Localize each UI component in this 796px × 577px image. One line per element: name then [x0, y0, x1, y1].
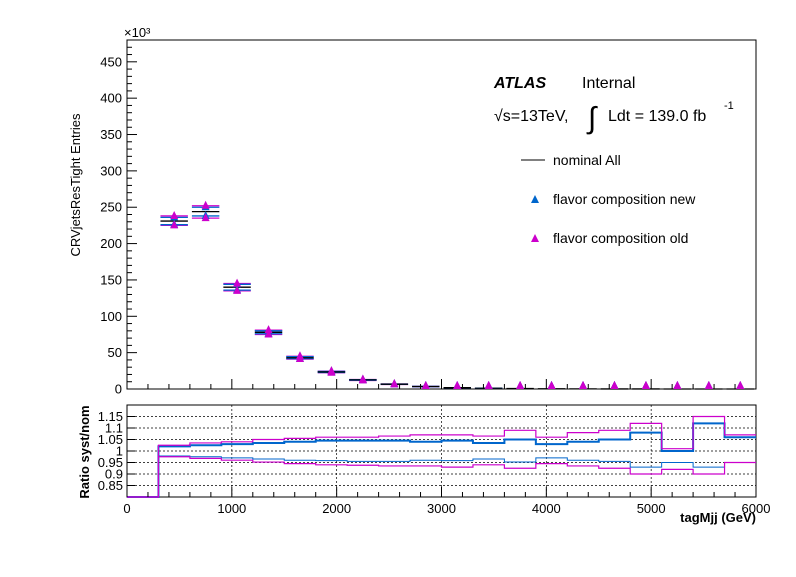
- ratio-x-tick-label: 1000: [217, 501, 246, 516]
- ratio-y-tick-label: 0.9: [105, 467, 123, 482]
- flavor-old-point: [358, 375, 367, 384]
- flavor-old-point: [233, 285, 242, 294]
- ratio-x-tick-label: 3000: [427, 501, 456, 516]
- ratio-step-line: [127, 415, 756, 498]
- flavor-old-point: [201, 200, 210, 209]
- ratio-step-line: [127, 456, 756, 498]
- energy-label: √s=13TeV,: [494, 108, 568, 125]
- main-y-axis-label: CRVjetsResTight Entries: [68, 113, 83, 257]
- main-y-tick-label: 200: [100, 236, 122, 251]
- ratio-y-tick-label: 1: [116, 444, 123, 459]
- ratio-x-tick-label: 4000: [532, 501, 561, 516]
- main-y-tick-label: 300: [100, 163, 122, 178]
- atlas-experiment-label: ATLAS: [493, 75, 546, 92]
- ratio-x-tick-label: 0: [123, 501, 130, 516]
- legend-label-flavor-new: flavor composition new: [553, 191, 696, 207]
- main-y-tick-label: 100: [100, 309, 122, 324]
- legend-label-nominal: nominal All: [553, 152, 621, 168]
- flavor-old-point: [170, 210, 179, 219]
- flavor-old-point: [641, 381, 650, 389]
- atlas-status-label: Internal: [582, 75, 635, 92]
- flavor-old-point: [484, 381, 493, 389]
- flavor-old-point: [421, 381, 430, 389]
- ratio-x-tick-label: 2000: [322, 501, 351, 516]
- flavor-old-point: [516, 381, 525, 389]
- ratio-plot-marks: [127, 405, 756, 498]
- flavor-old-point: [453, 381, 462, 389]
- ratio-y-tick-label: 0.85: [98, 478, 123, 493]
- legend-marker-flavor-new: [531, 195, 539, 203]
- main-y-tick-label: 150: [100, 272, 122, 287]
- flavor-old-point: [295, 354, 304, 363]
- flavor-old-point: [547, 381, 556, 389]
- legend: nominal All flavor composition new flavo…: [521, 152, 696, 246]
- flavor-old-point: [233, 278, 242, 287]
- integral-symbol: ∫: [586, 102, 598, 135]
- main-y-tick-label: 250: [100, 200, 122, 215]
- luminosity-label: Ldt = 139.0 fb: [608, 108, 706, 125]
- legend-marker-flavor-old: [531, 234, 539, 242]
- ratio-y-axis-label: Ratio syst/nom: [77, 405, 92, 498]
- flavor-old-point: [704, 381, 713, 389]
- flavor-old-point: [170, 220, 179, 229]
- flavor-old-point: [579, 381, 588, 389]
- main-y-tick-label: 50: [108, 345, 122, 360]
- main-y-tick-label: 450: [100, 54, 122, 69]
- ratio-step-line: [127, 455, 756, 498]
- main-plot-frame: [126, 39, 757, 390]
- flavor-old-point: [736, 381, 745, 389]
- ratio-y-tick-label: 1.05: [98, 432, 123, 447]
- main-plot-marks: [160, 200, 754, 390]
- main-y-tick-label: 400: [100, 91, 122, 106]
- ratio-y-tick-label: 1.1: [105, 421, 123, 436]
- legend-label-flavor-old: flavor composition old: [553, 230, 688, 246]
- main-y-tick-label: 0: [115, 382, 122, 397]
- flavor-old-point: [201, 213, 210, 222]
- ratio-x-tick-label: 6000: [742, 501, 771, 516]
- main-y-tick-label: 350: [100, 127, 122, 142]
- x-axis-label: tagMjj (GeV): [680, 510, 756, 525]
- ratio-y-tick-label: 1.15: [98, 409, 123, 424]
- ratio-x-tick-label: 5000: [637, 501, 666, 516]
- axes: 0 50 100 150 200 250 300 350 400 450 0 1000 2000 3000…: [98, 46, 771, 516]
- luminosity-exponent: -1: [724, 100, 734, 112]
- flavor-old-point: [390, 379, 399, 388]
- flavor-old-point: [264, 329, 273, 338]
- flavor-old-point: [673, 381, 682, 389]
- ratio-step-line: [127, 422, 756, 498]
- flavor-old-point: [610, 381, 619, 389]
- y-multiplier-label: ×10³: [124, 25, 151, 40]
- flavor-old-point: [264, 325, 273, 334]
- ratio-y-tick-label: 0.95: [98, 455, 123, 470]
- flavor-old-point: [327, 367, 336, 376]
